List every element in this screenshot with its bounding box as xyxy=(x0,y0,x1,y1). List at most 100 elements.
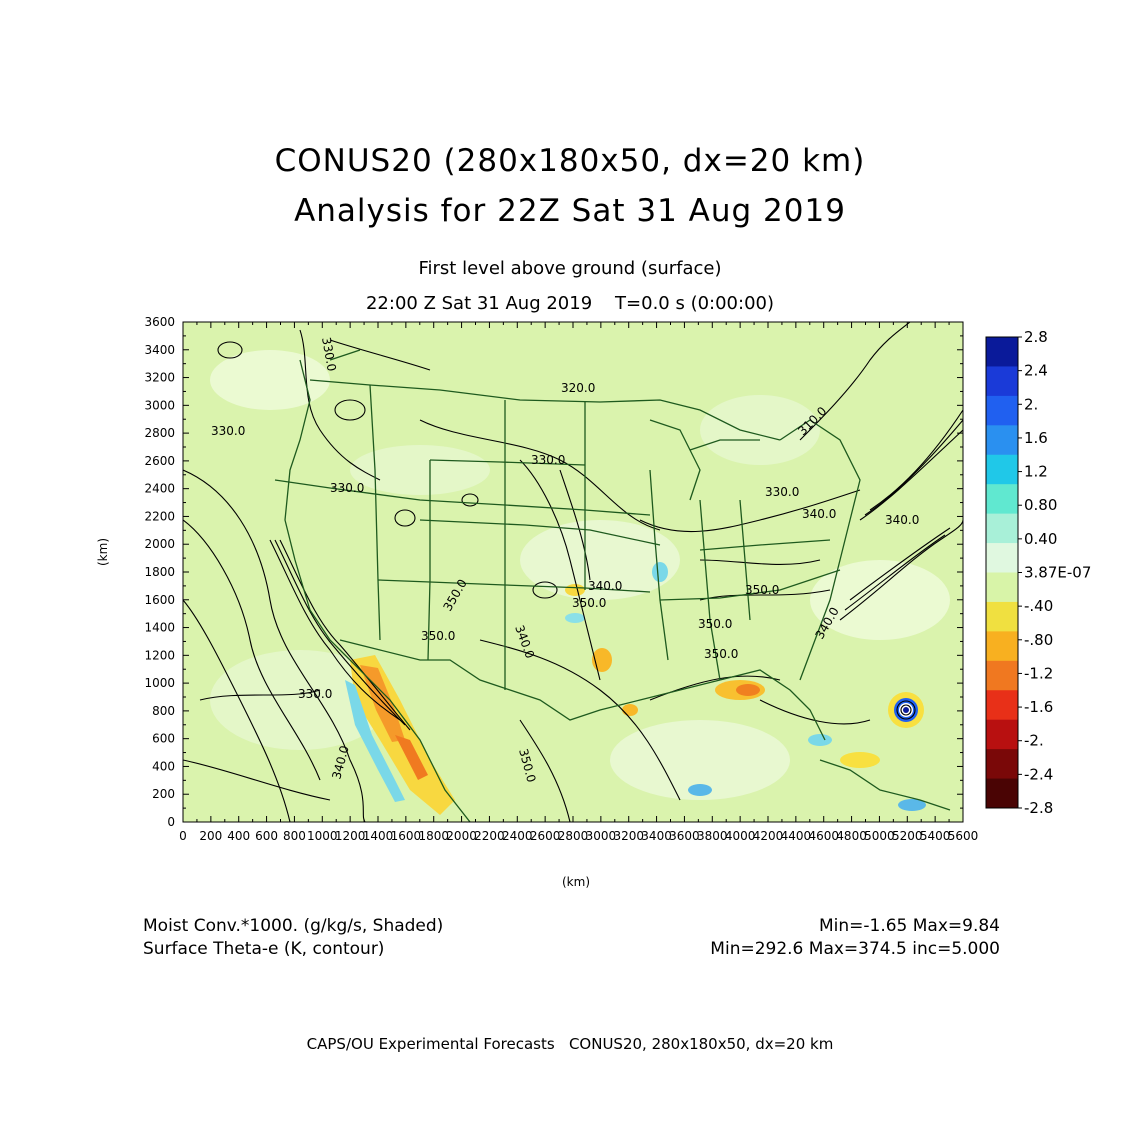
x-tick-label: 5600 xyxy=(948,829,979,843)
colorbar: 2.8 2.4 2. 1.6 1.2 0.80 0.40 3.87E-07 -.40 -.80 -1… xyxy=(985,328,1091,817)
x-tick-label: 2000 xyxy=(446,829,477,843)
contour-line xyxy=(519,719,571,822)
field-patch xyxy=(903,707,909,713)
field-patch xyxy=(350,445,490,495)
field-patch xyxy=(898,799,926,811)
colorbar-swatch xyxy=(986,631,1018,662)
shaded-field-name: Moist Conv.*1000. (g/kg/s, Shaded) xyxy=(143,916,444,936)
colorbar-swatch xyxy=(986,337,1018,367)
contour-line xyxy=(839,519,963,621)
field-patch xyxy=(688,784,712,796)
x-tick-label: 2800 xyxy=(558,829,589,843)
state-line xyxy=(659,569,841,601)
x-tick-label: 4600 xyxy=(808,829,839,843)
field-patch xyxy=(520,520,680,600)
shaded-field-stats: Min=-1.65 Max=9.84 xyxy=(818,916,1000,936)
colorbar-label: 0.40 xyxy=(1024,530,1057,548)
great-lakes xyxy=(649,419,701,501)
x-tick-label: 600 xyxy=(255,829,278,843)
field-patch xyxy=(210,650,390,750)
field-patch xyxy=(736,684,760,696)
colorbar-swatch xyxy=(986,778,1018,809)
x-tick-label: 1000 xyxy=(307,829,338,843)
x-tick-label: 4800 xyxy=(836,829,867,843)
y-tick-label: 3600 xyxy=(144,315,175,329)
colorbar-label: -2. xyxy=(1024,732,1044,750)
colorbar-label: 3.87E-07 xyxy=(1024,564,1091,582)
colorbar-swatch xyxy=(986,454,1018,485)
contour-line xyxy=(183,599,291,822)
state-line xyxy=(419,519,661,546)
colorbar-label: 2.4 xyxy=(1024,362,1048,380)
contour-line xyxy=(699,589,831,601)
x-tick-label: 3400 xyxy=(641,829,672,843)
contour-line xyxy=(559,469,591,581)
field-patch xyxy=(810,560,950,640)
contour-label: 330.0 xyxy=(211,424,245,438)
contour-label: 340.0 xyxy=(588,579,622,593)
coastline xyxy=(284,359,471,822)
x-tick-label: 1200 xyxy=(335,829,366,843)
contour-line xyxy=(759,699,871,725)
contour-label: 340.0 xyxy=(802,507,836,521)
contour-line xyxy=(334,399,366,421)
state-line xyxy=(739,499,751,621)
field-patch xyxy=(840,752,880,768)
contour-line xyxy=(461,493,479,507)
plot-title-line1: CONUS20 (280x180x50, dx=20 km) xyxy=(274,143,866,179)
colorbar-label: -2.4 xyxy=(1024,765,1053,783)
y-tick-label: 1400 xyxy=(144,621,175,635)
colorbar-swatch xyxy=(986,660,1018,691)
border-mexico xyxy=(339,639,721,721)
contour-label: 340.0 xyxy=(885,513,919,527)
contour-field-stats: Min=292.6 Max=374.5 inc=5.000 xyxy=(710,939,1000,959)
field-patch xyxy=(210,350,330,410)
contour-line xyxy=(900,704,912,716)
contour-label: 350.0 xyxy=(698,617,732,631)
y-tick-label: 2600 xyxy=(144,454,175,468)
contour-line xyxy=(849,527,951,601)
y-axis-unit: (km) xyxy=(96,537,110,566)
colorbar-label: -.80 xyxy=(1024,631,1053,649)
credit-line: CAPS/OU Experimental Forecasts CONUS20, … xyxy=(306,1035,834,1053)
axis-ticks: 0 200 400 600 800 100012001400160018002000220… xyxy=(144,315,978,843)
colorbar-label: -1.6 xyxy=(1024,698,1053,716)
contour-label: 350.0 xyxy=(704,647,738,661)
contour-label: 330.0 xyxy=(531,453,565,467)
field-patch xyxy=(808,734,832,746)
colorbar-swatch xyxy=(986,572,1018,603)
border-canada xyxy=(309,379,781,441)
y-tick-label: 2400 xyxy=(144,482,175,496)
contour-line xyxy=(799,322,911,441)
x-tick-label: 4400 xyxy=(781,829,812,843)
x-tick-label: 5400 xyxy=(920,829,951,843)
colorbar-swatch xyxy=(986,395,1018,426)
y-tick-label: 200 xyxy=(152,787,175,801)
y-tick-label: 2800 xyxy=(144,426,175,440)
colorbar-swatch xyxy=(986,543,1018,573)
x-tick-label: 200 xyxy=(199,829,222,843)
contour-line xyxy=(183,759,331,801)
colorbar-label: -1.2 xyxy=(1024,664,1053,682)
x-tick-label: 5000 xyxy=(864,829,895,843)
x-tick-label: 0 xyxy=(179,829,187,843)
contour-field-name: Surface Theta-e (K, contour) xyxy=(143,939,385,959)
colorbar-swatch xyxy=(986,366,1018,397)
contour-line xyxy=(183,519,321,781)
geo-boundaries xyxy=(274,349,951,822)
contour-line xyxy=(869,409,963,511)
colorbar-label: -2.8 xyxy=(1024,799,1053,817)
y-tick-label: 1800 xyxy=(144,565,175,579)
y-tick-label: 3200 xyxy=(144,371,175,385)
contour-line xyxy=(859,429,963,521)
contour-label: 350.0 xyxy=(745,583,779,597)
x-tick-label: 1400 xyxy=(363,829,394,843)
x-tick-label: 3000 xyxy=(586,829,617,843)
colorbar-label: -.40 xyxy=(1024,597,1053,615)
x-tick-label: 4200 xyxy=(753,829,784,843)
contour-line xyxy=(479,639,681,801)
state-line xyxy=(274,479,651,516)
contour-label: 330.0 xyxy=(319,336,339,372)
field-patch xyxy=(360,665,405,742)
